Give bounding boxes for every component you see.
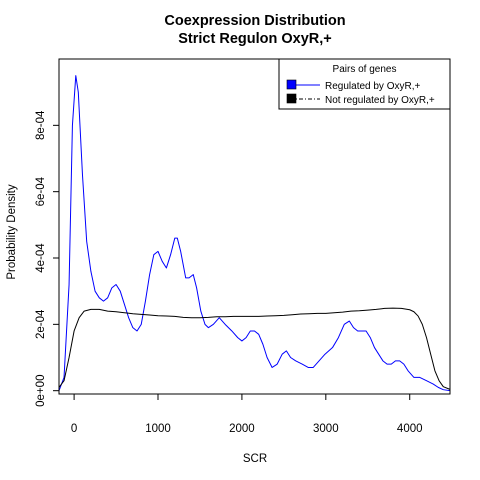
legend-box — [278, 58, 451, 110]
legend-swatch-regulated — [286, 79, 297, 90]
y-tick-label: 8e-04 — [35, 110, 47, 140]
series-line-not-regulated — [58, 307, 451, 390]
plot-frame — [58, 58, 451, 395]
x-tick-label: 1000 — [145, 423, 171, 435]
x-axis: 0 1000 2000 3000 4000 — [71, 394, 423, 435]
x-tick-label: 3000 — [313, 423, 339, 435]
x-tick-label: 0 — [71, 423, 77, 435]
plot-lines — [58, 75, 451, 392]
x-tick-label: 2000 — [229, 423, 255, 435]
series-line-regulated — [58, 75, 451, 392]
y-tick-label: 0e+00 — [35, 375, 47, 407]
y-tick-label: 4e-04 — [35, 243, 47, 273]
x-axis-label: SCR — [243, 453, 267, 465]
y-axis: 0e+00 2e-04 4e-04 6e-04 8e-04 — [35, 110, 59, 407]
legend-swatch-not-regulated — [286, 93, 297, 104]
chart-title-line1: Coexpression Distribution — [164, 13, 345, 29]
legend-label-not-regulated: Not regulated by OxyR,+ — [325, 95, 435, 106]
x-tick-label: 4000 — [397, 423, 423, 435]
legend-label-regulated: Regulated by OxyR,+ — [325, 81, 420, 92]
y-tick-label: 6e-04 — [35, 176, 47, 206]
y-axis-label: Probability Density — [6, 184, 18, 279]
legend-title: Pairs of genes — [333, 64, 397, 75]
y-tick-label: 2e-04 — [35, 309, 47, 339]
legend: Pairs of genes Regulated by OxyR,+ Not r… — [278, 58, 451, 110]
chart-title-line2: Strict Regulon OxyR,+ — [178, 31, 332, 47]
